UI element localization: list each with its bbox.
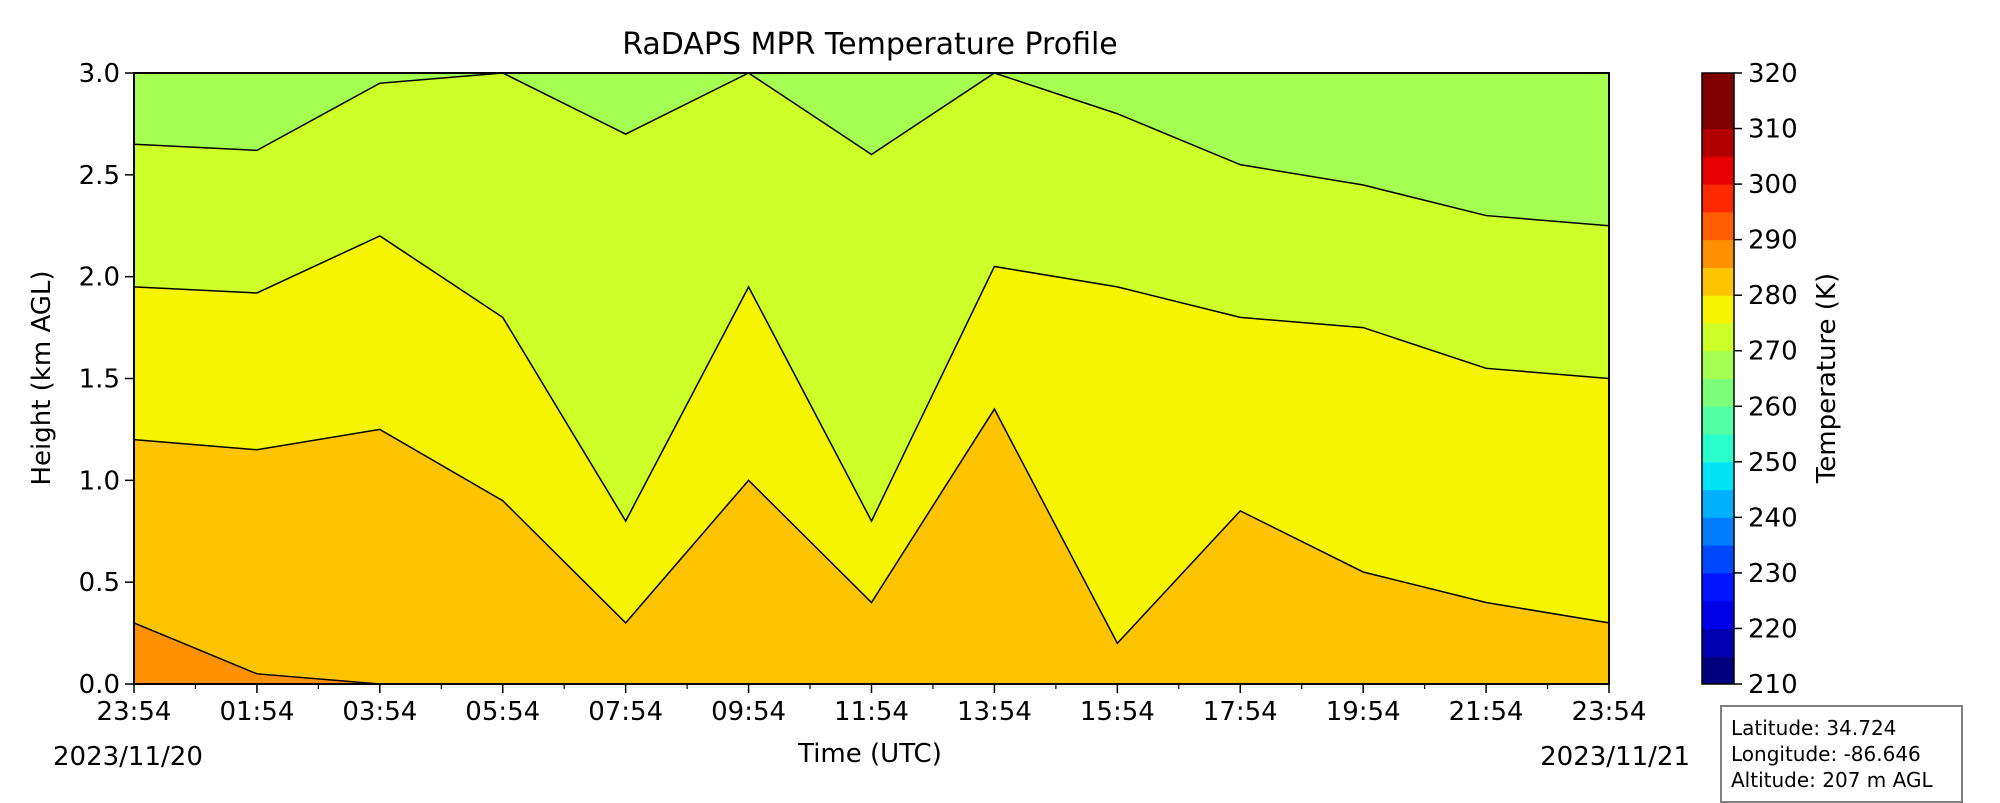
latitude-text: Latitude: 34.724	[1731, 716, 1897, 740]
y-axis: 0.0 0.5 1.0 1.5 2.0 2.5 3.0	[79, 59, 134, 700]
y-tick-label: 2.5	[79, 161, 120, 191]
y-axis-label: Height (km AGL)	[27, 270, 57, 485]
x-tick-label: 05:54	[465, 697, 540, 727]
colorbar-band	[1702, 572, 1734, 602]
colorbar-tick-label: 270	[1748, 337, 1798, 367]
colorbar-band	[1702, 267, 1734, 296]
x-tick-label: 21:54	[1449, 697, 1524, 727]
colorbar-tick-label: 210	[1748, 670, 1798, 700]
colorbar-frame	[1701, 72, 1735, 685]
temperature-fill-layers	[134, 73, 1609, 684]
x-tick-label: 19:54	[1326, 697, 1401, 727]
end-date-label: 2023/11/21	[1540, 742, 1690, 772]
altitude-text: Altitude: 207 m AGL	[1731, 768, 1933, 792]
y-tick-label: 1.5	[79, 365, 120, 395]
colorbar-tick-label: 220	[1748, 614, 1798, 644]
colorbar-band	[1702, 489, 1734, 518]
x-tick-label: 01:54	[219, 697, 294, 727]
colorbar-band	[1702, 517, 1734, 546]
colorbar-band	[1702, 128, 1734, 157]
x-axis-label: Time (UTC)	[797, 739, 942, 769]
x-axis: 23:54 01:54 03:54 05:54 07:54 09:54 11:54 13:54…	[97, 684, 1647, 727]
contour-275K	[133, 235, 1610, 523]
y-tick-label: 2.0	[79, 263, 120, 293]
x-tick-label: 23:54	[1572, 697, 1647, 727]
y-tick-label: 0.0	[79, 670, 120, 700]
fill-above-285	[134, 622, 1609, 684]
colorbar-tick-label: 250	[1748, 448, 1798, 478]
start-date-label: 2023/11/20	[53, 742, 203, 772]
x-tick-label: 03:54	[342, 697, 417, 727]
colorbar-band	[1702, 184, 1734, 213]
plot-area	[133, 72, 1610, 685]
x-tick-label: 17:54	[1203, 697, 1278, 727]
contour-280K	[133, 407, 1610, 645]
y-tick-label: 0.5	[79, 568, 120, 598]
colorbar-band	[1702, 434, 1734, 463]
colorbar-band	[1702, 73, 1734, 102]
colorbar-tick-label: 230	[1748, 559, 1798, 589]
colorbar-tick-label: 300	[1748, 170, 1798, 200]
x-tick-label: 11:54	[834, 697, 909, 727]
x-tick-label: 07:54	[588, 697, 663, 727]
colorbar-tick-label: 260	[1748, 392, 1798, 422]
colorbar-band	[1702, 378, 1734, 407]
colorbar-band	[1702, 239, 1734, 268]
x-tick-label: 09:54	[711, 697, 786, 727]
colorbar-tick-label: 280	[1748, 281, 1798, 311]
colorbar-tick-label: 320	[1748, 59, 1798, 89]
colorbar-band	[1702, 406, 1734, 435]
colorbar-band	[1702, 295, 1734, 324]
colorbar-band	[1702, 100, 1734, 130]
colorbar-label: Temperature (K)	[1812, 273, 1842, 484]
colorbar-band	[1702, 461, 1734, 491]
colorbar-tick-label: 290	[1748, 226, 1798, 256]
y-tick-label: 3.0	[79, 59, 120, 89]
colorbar-band	[1702, 211, 1734, 241]
colorbar-tick-label: 240	[1748, 503, 1798, 533]
x-tick-label: 23:54	[97, 697, 172, 727]
colorbar: 210 220 230 240 250 260 270 280 290 300 310 320	[1701, 59, 1798, 700]
colorbar-band	[1702, 322, 1734, 352]
longitude-text: Longitude: -86.646	[1731, 742, 1921, 766]
x-tick-label: 15:54	[1080, 697, 1155, 727]
colorbar-band	[1702, 656, 1734, 685]
chart-title: RaDAPS MPR Temperature Profile	[622, 27, 1118, 62]
colorbar-band	[1702, 600, 1734, 629]
contour-270K	[133, 72, 1610, 227]
station-info-box: Latitude: 34.724 Longitude: -86.646 Alti…	[1720, 705, 1963, 803]
fill-280-285	[134, 409, 1609, 684]
colorbar-band	[1702, 156, 1734, 185]
colorbar-band	[1702, 545, 1734, 574]
colorbar-tick-label: 310	[1748, 115, 1798, 145]
colorbar-band	[1702, 628, 1734, 657]
colorbar-band	[1702, 350, 1734, 379]
x-tick-label: 13:54	[957, 697, 1032, 727]
y-tick-label: 1.0	[79, 466, 120, 496]
